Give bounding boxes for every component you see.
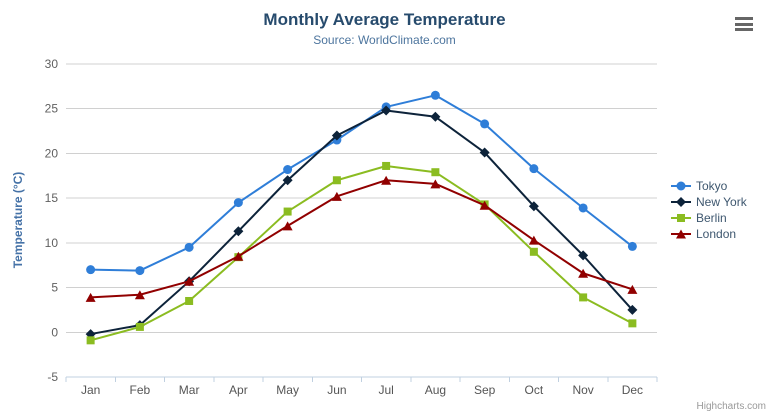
svg-text:Sep: Sep — [474, 383, 496, 397]
svg-text:Oct: Oct — [525, 383, 544, 397]
export-menu-button hamburger-icon[interactable] — [735, 17, 753, 31]
hamburger-bar — [735, 28, 753, 31]
hamburger-bar — [735, 22, 753, 26]
svg-text:30: 30 — [45, 57, 59, 71]
legend-item-new-york[interactable]: New York — [671, 194, 747, 210]
legend-item-tokyo[interactable]: Tokyo — [671, 178, 747, 194]
svg-text:Jul: Jul — [378, 383, 393, 397]
svg-text:May: May — [276, 383, 299, 397]
circle-marker-icon — [671, 180, 691, 192]
svg-text:0: 0 — [51, 325, 58, 339]
svg-text:Feb: Feb — [130, 383, 151, 397]
diamond-marker-icon — [671, 196, 691, 208]
triangle-marker-icon — [671, 228, 691, 240]
legend-label-london: London — [696, 227, 737, 241]
svg-text:15: 15 — [45, 191, 59, 205]
svg-text:Mar: Mar — [179, 383, 200, 397]
svg-text:25: 25 — [45, 102, 59, 116]
svg-text:Dec: Dec — [622, 383, 643, 397]
svg-text:Nov: Nov — [572, 383, 593, 397]
svg-text:Jun: Jun — [327, 383, 346, 397]
highcharts-credits-link[interactable]: Highcharts.com — [696, 401, 766, 412]
square-marker-icon — [671, 212, 691, 224]
legend-item-london[interactable]: London — [671, 226, 747, 242]
legend-label-new-york: New York — [696, 195, 747, 209]
chart-subtitle: Source: WorldClimate.com — [313, 33, 456, 47]
svg-text:-5: -5 — [47, 370, 58, 384]
svg-text:Apr: Apr — [229, 383, 248, 397]
svg-text:20: 20 — [45, 146, 59, 160]
legend-label-tokyo: Tokyo — [696, 179, 728, 193]
svg-text:Jan: Jan — [81, 383, 100, 397]
chart-title: Monthly Average Temperature — [263, 10, 506, 29]
legend: Tokyo New York Berlin London — [671, 178, 747, 242]
svg-text:10: 10 — [45, 236, 59, 250]
svg-text:Aug: Aug — [425, 383, 446, 397]
hamburger-bar — [735, 17, 753, 20]
svg-text:5: 5 — [51, 281, 58, 295]
legend-label-berlin: Berlin — [696, 211, 727, 225]
legend-item-berlin[interactable]: Berlin — [671, 210, 747, 226]
